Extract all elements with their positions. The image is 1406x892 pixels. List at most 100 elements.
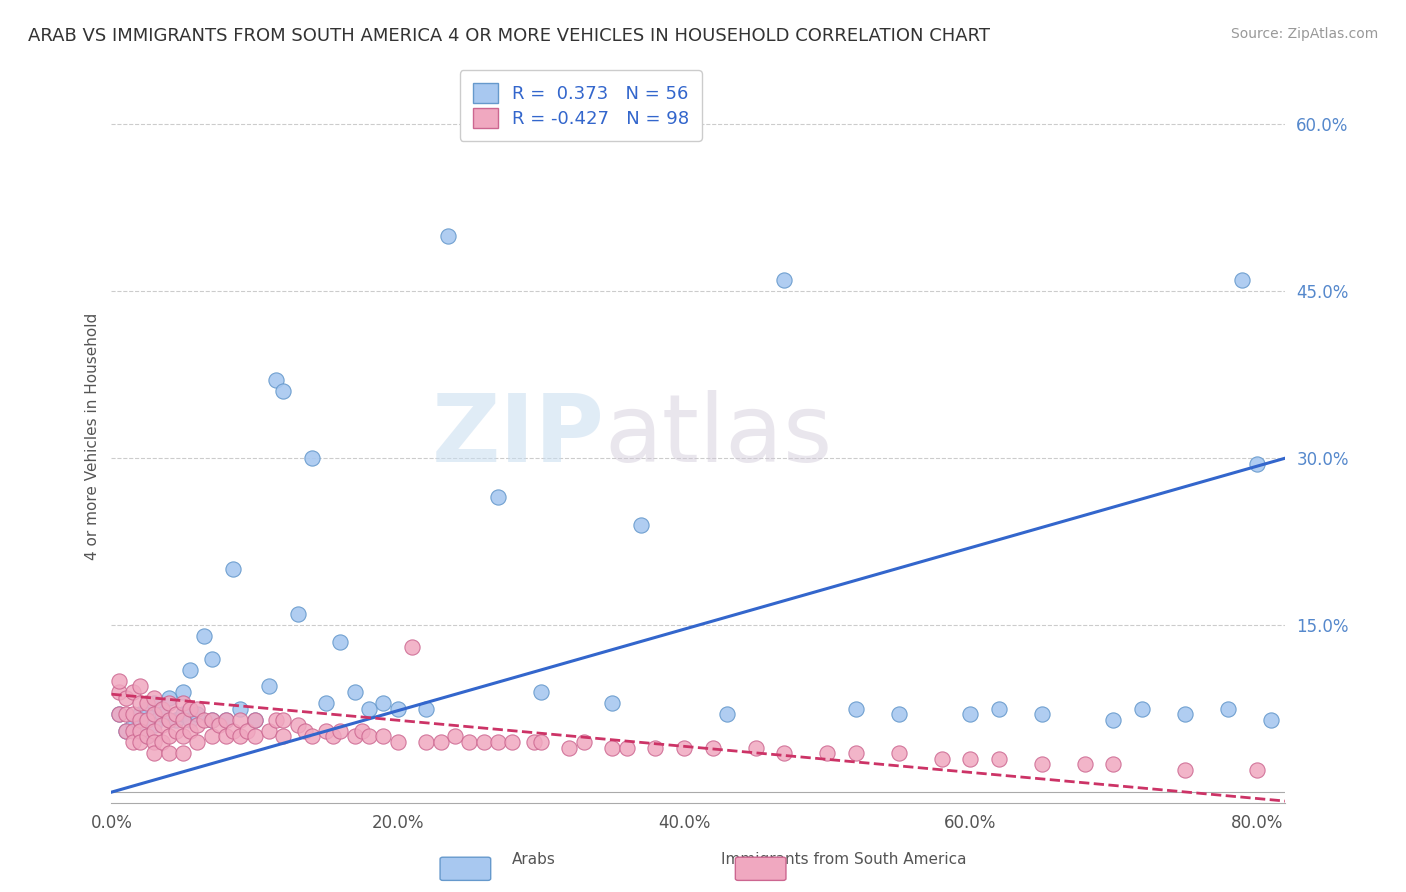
Point [959, 752, 981, 766]
Point [315, 696, 337, 710]
Point [271, 713, 294, 727]
Point [243, 713, 266, 727]
Point [122, 735, 145, 749]
Point [129, 718, 152, 732]
Point [1232, 273, 1254, 287]
Point [222, 562, 245, 576]
Point [315, 723, 337, 738]
Point [444, 730, 467, 744]
Point [157, 730, 180, 744]
Point [243, 713, 266, 727]
Point [329, 635, 352, 649]
Point [343, 685, 366, 699]
Point [271, 730, 294, 744]
Point [201, 730, 224, 744]
Point [114, 707, 136, 722]
Point [357, 701, 380, 715]
Point [1074, 757, 1097, 772]
Point [716, 707, 738, 722]
Point [987, 752, 1010, 766]
Point [107, 707, 129, 722]
Point [157, 713, 180, 727]
Point [129, 696, 152, 710]
Point [172, 713, 194, 727]
Point [350, 723, 373, 738]
Point [558, 740, 581, 755]
Point [122, 707, 145, 722]
Point [1102, 757, 1125, 772]
Point [143, 696, 166, 710]
Point [114, 723, 136, 738]
Point [208, 718, 231, 732]
Text: Source: ZipAtlas.com: Source: ZipAtlas.com [1230, 27, 1378, 41]
Point [343, 730, 366, 744]
Point [229, 713, 252, 727]
Point [143, 718, 166, 732]
Point [143, 746, 166, 760]
Point [373, 730, 395, 744]
Y-axis label: 4 or more Vehicles in Household: 4 or more Vehicles in Household [86, 312, 100, 559]
Point [186, 701, 208, 715]
Point [1174, 707, 1197, 722]
Point [179, 663, 201, 677]
Point [301, 451, 323, 466]
Point [257, 723, 280, 738]
Point [602, 740, 624, 755]
Point [172, 730, 194, 744]
Point [322, 730, 344, 744]
Point [602, 696, 624, 710]
Point [815, 746, 838, 760]
Point [107, 685, 129, 699]
Point [773, 746, 796, 760]
Point [193, 629, 215, 643]
Point [179, 701, 201, 715]
Point [136, 696, 159, 710]
Point [215, 713, 238, 727]
Point [201, 713, 224, 727]
Text: atlas: atlas [605, 390, 832, 482]
Point [1130, 701, 1153, 715]
Point [1031, 757, 1053, 772]
Point [387, 735, 409, 749]
Point [1246, 457, 1268, 471]
Point [157, 713, 180, 727]
Point [572, 735, 595, 749]
Point [616, 740, 638, 755]
Point [222, 723, 245, 738]
Point [744, 740, 766, 755]
Point [1174, 763, 1197, 777]
Point [114, 723, 136, 738]
Point [429, 735, 451, 749]
Point [264, 373, 287, 387]
Point [387, 701, 409, 715]
Point [401, 640, 423, 655]
Point [157, 746, 180, 760]
Point [165, 723, 187, 738]
Point [887, 746, 910, 760]
Point [1031, 707, 1053, 722]
Point [172, 685, 194, 699]
Point [486, 490, 509, 504]
Point [959, 707, 981, 722]
Point [243, 730, 266, 744]
Point [186, 718, 208, 732]
Point [172, 746, 194, 760]
Point [845, 746, 868, 760]
Point [136, 730, 159, 744]
Point [294, 723, 316, 738]
Point [229, 730, 252, 744]
Point [122, 685, 145, 699]
Point [530, 685, 553, 699]
Point [165, 707, 187, 722]
Point [523, 735, 546, 749]
Text: ARAB VS IMMIGRANTS FROM SOUTH AMERICA 4 OR MORE VEHICLES IN HOUSEHOLD CORRELATIO: ARAB VS IMMIGRANTS FROM SOUTH AMERICA 4 … [28, 27, 990, 45]
Point [129, 713, 152, 727]
Point [329, 723, 352, 738]
Point [236, 723, 259, 738]
Point [415, 701, 437, 715]
Point [271, 384, 294, 399]
Text: Immigrants from South America: Immigrants from South America [721, 852, 966, 867]
Point [287, 607, 309, 621]
Point [415, 735, 437, 749]
Point [201, 713, 224, 727]
